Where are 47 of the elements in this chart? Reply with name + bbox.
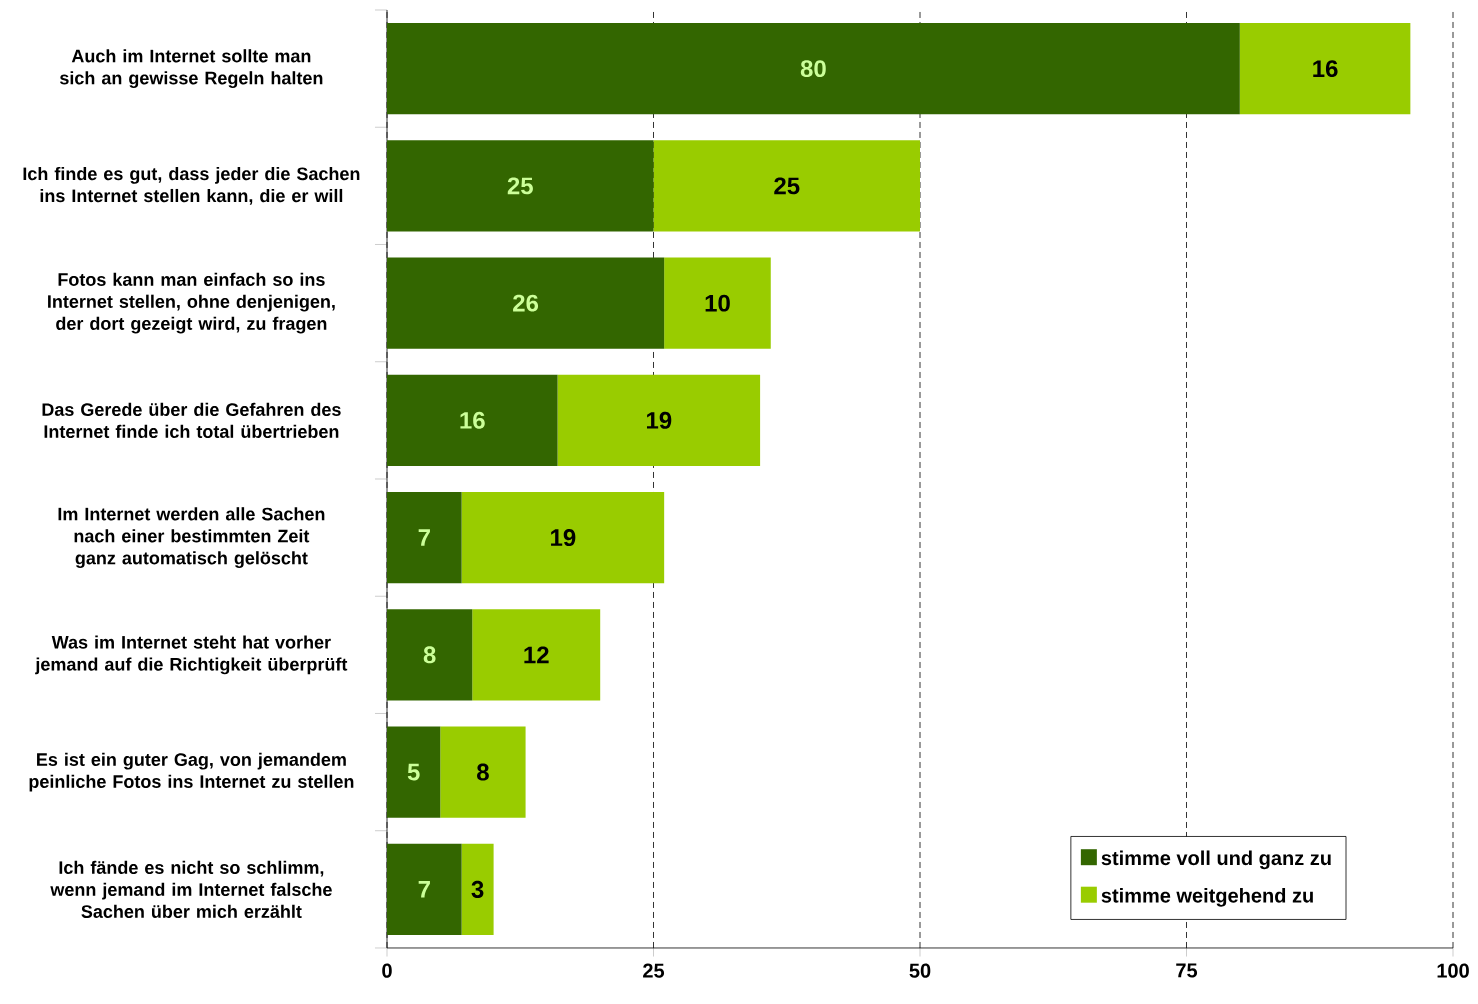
y-tick-label: Fotos kann man einfach so ins Internet stellen, ohne denjenigen, der dort gezeigt wird, zu fragen (48, 272, 335, 334)
data-label: 7 (418, 529, 430, 546)
y-tick-label: Was im Internet steht hat vorher jemand auf die Richtigkeit überprüft (35, 635, 348, 675)
data-label: 25 (774, 177, 800, 195)
data-label: 8 (423, 646, 436, 664)
bar (387, 609, 473, 701)
y-tick-label: Ich fände es nicht so schlimm, wenn jemand im Internet falsche Sachen über mich erzählt (50, 860, 332, 918)
data-label: 8 (477, 763, 489, 781)
bar (461, 843, 494, 936)
data-label: 3 (471, 880, 484, 898)
bar (387, 257, 665, 349)
data-label: 10 (705, 294, 730, 312)
bar (387, 726, 441, 818)
x-tick-label: 75 (1176, 963, 1198, 978)
bar (557, 374, 761, 467)
y-tick-label: Das Gerede über die Gefahren des Internet finde ich total übertrieben (42, 402, 341, 438)
data-label: 16 (460, 411, 485, 429)
data-label: 26 (513, 294, 539, 312)
bar (387, 22, 1240, 115)
x-tick-label: 50 (909, 963, 931, 978)
data-label: 80 (800, 60, 826, 78)
data-label: 16 (1313, 60, 1338, 78)
bar (387, 374, 558, 467)
x-tick-label: 0 (382, 963, 392, 978)
bar (387, 843, 462, 936)
bar (1239, 22, 1411, 115)
bar (387, 491, 462, 584)
data-label: 7 (418, 881, 430, 898)
bar (472, 609, 601, 701)
data-label: 12 (524, 646, 549, 664)
y-tick-label: Im Internet werden alle Sachen nach einer bestimmten Zeit ganz automatisch gelöscht (58, 507, 325, 569)
data-label: 19 (646, 411, 672, 429)
data-label: 25 (507, 177, 533, 195)
bar (664, 257, 771, 349)
x-tick-label: 25 (643, 963, 665, 978)
data-label: 5 (407, 763, 420, 781)
bar (440, 726, 526, 818)
x-tick-label: 100 (1437, 963, 1469, 978)
legend-label: stimme voll und ganz zu (1101, 850, 1331, 870)
y-tick-label: Ich finde es gut, dass jeder die Sachen ins Internet stellen kann, die er will (23, 166, 360, 205)
y-tick-label: Es ist ein guter Gag, von jemandem peinliche Fotos ins Internet zu stellen (29, 752, 354, 792)
bar (387, 140, 654, 232)
bar (461, 491, 665, 584)
data-label: 19 (551, 529, 576, 547)
legend-label: stimme weitgehend zu (1101, 887, 1313, 907)
bar (653, 140, 921, 232)
y-tick-label: Auch im Internet sollte man sich an gewisse Regeln halten (59, 49, 323, 89)
